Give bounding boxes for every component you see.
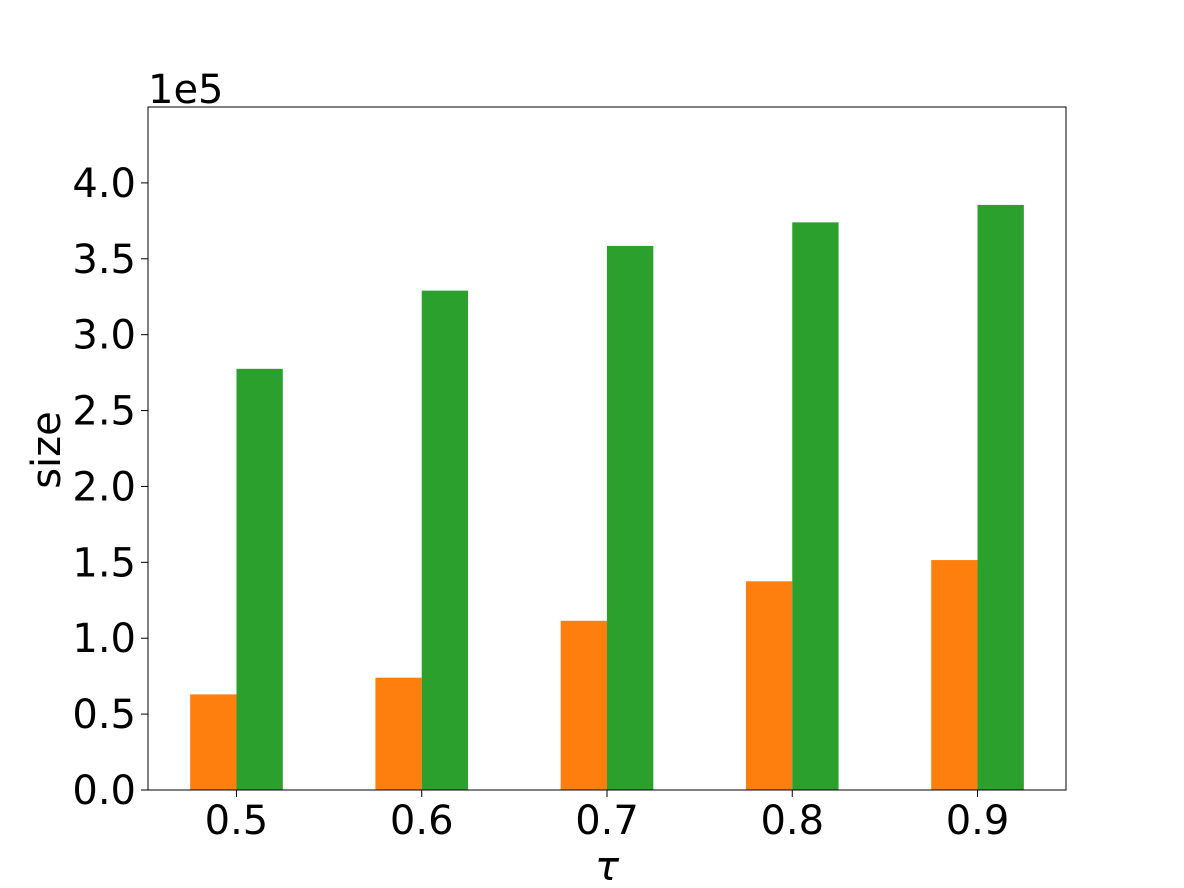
x-tick-label: 0.8 xyxy=(760,798,824,844)
y-axis: 0.0 0.5 1.0 1.5 2.0 2.5 3.0 3.5 4.0 xyxy=(72,161,148,814)
x-tick-label: 0.9 xyxy=(946,798,1010,844)
y-tick-label: 1.0 xyxy=(72,616,136,662)
bars-layer xyxy=(190,204,1024,791)
bar-series-2-0.7 xyxy=(607,245,654,790)
x-tick-label: 0.6 xyxy=(390,798,454,844)
bar-series-2-0.9 xyxy=(977,204,1024,790)
bar-series-1-0.7 xyxy=(560,620,607,790)
y-offset-label: 1e5 xyxy=(148,67,224,113)
y-tick-label: 4.0 xyxy=(72,161,136,207)
y-tick-label: 2.5 xyxy=(72,389,136,435)
bar-series-2-0.5 xyxy=(236,368,283,790)
bar-series-2-0.6 xyxy=(421,290,469,790)
bar-series-1-0.5 xyxy=(190,694,237,790)
y-tick-label: 0.5 xyxy=(72,692,136,738)
x-tick-label: 0.5 xyxy=(205,798,269,844)
x-tick-label: 0.7 xyxy=(575,798,639,844)
bar-series-1-0.6 xyxy=(375,677,422,790)
bar-series-1-0.9 xyxy=(931,560,978,790)
bar-series-1-0.8 xyxy=(745,581,793,790)
y-tick-label: 2.0 xyxy=(72,464,136,510)
y-tick-label: 0.0 xyxy=(72,768,136,814)
y-tick-label: 3.0 xyxy=(72,313,136,359)
y-tick-label: 3.5 xyxy=(72,237,136,283)
x-axis-label: τ xyxy=(595,844,620,888)
y-tick-label: 1.5 xyxy=(72,540,136,586)
y-axis-label: size xyxy=(24,411,70,489)
bar-series-2-0.8 xyxy=(792,222,839,791)
x-axis: 0.5 0.6 0.7 0.8 0.9 xyxy=(205,790,1010,844)
